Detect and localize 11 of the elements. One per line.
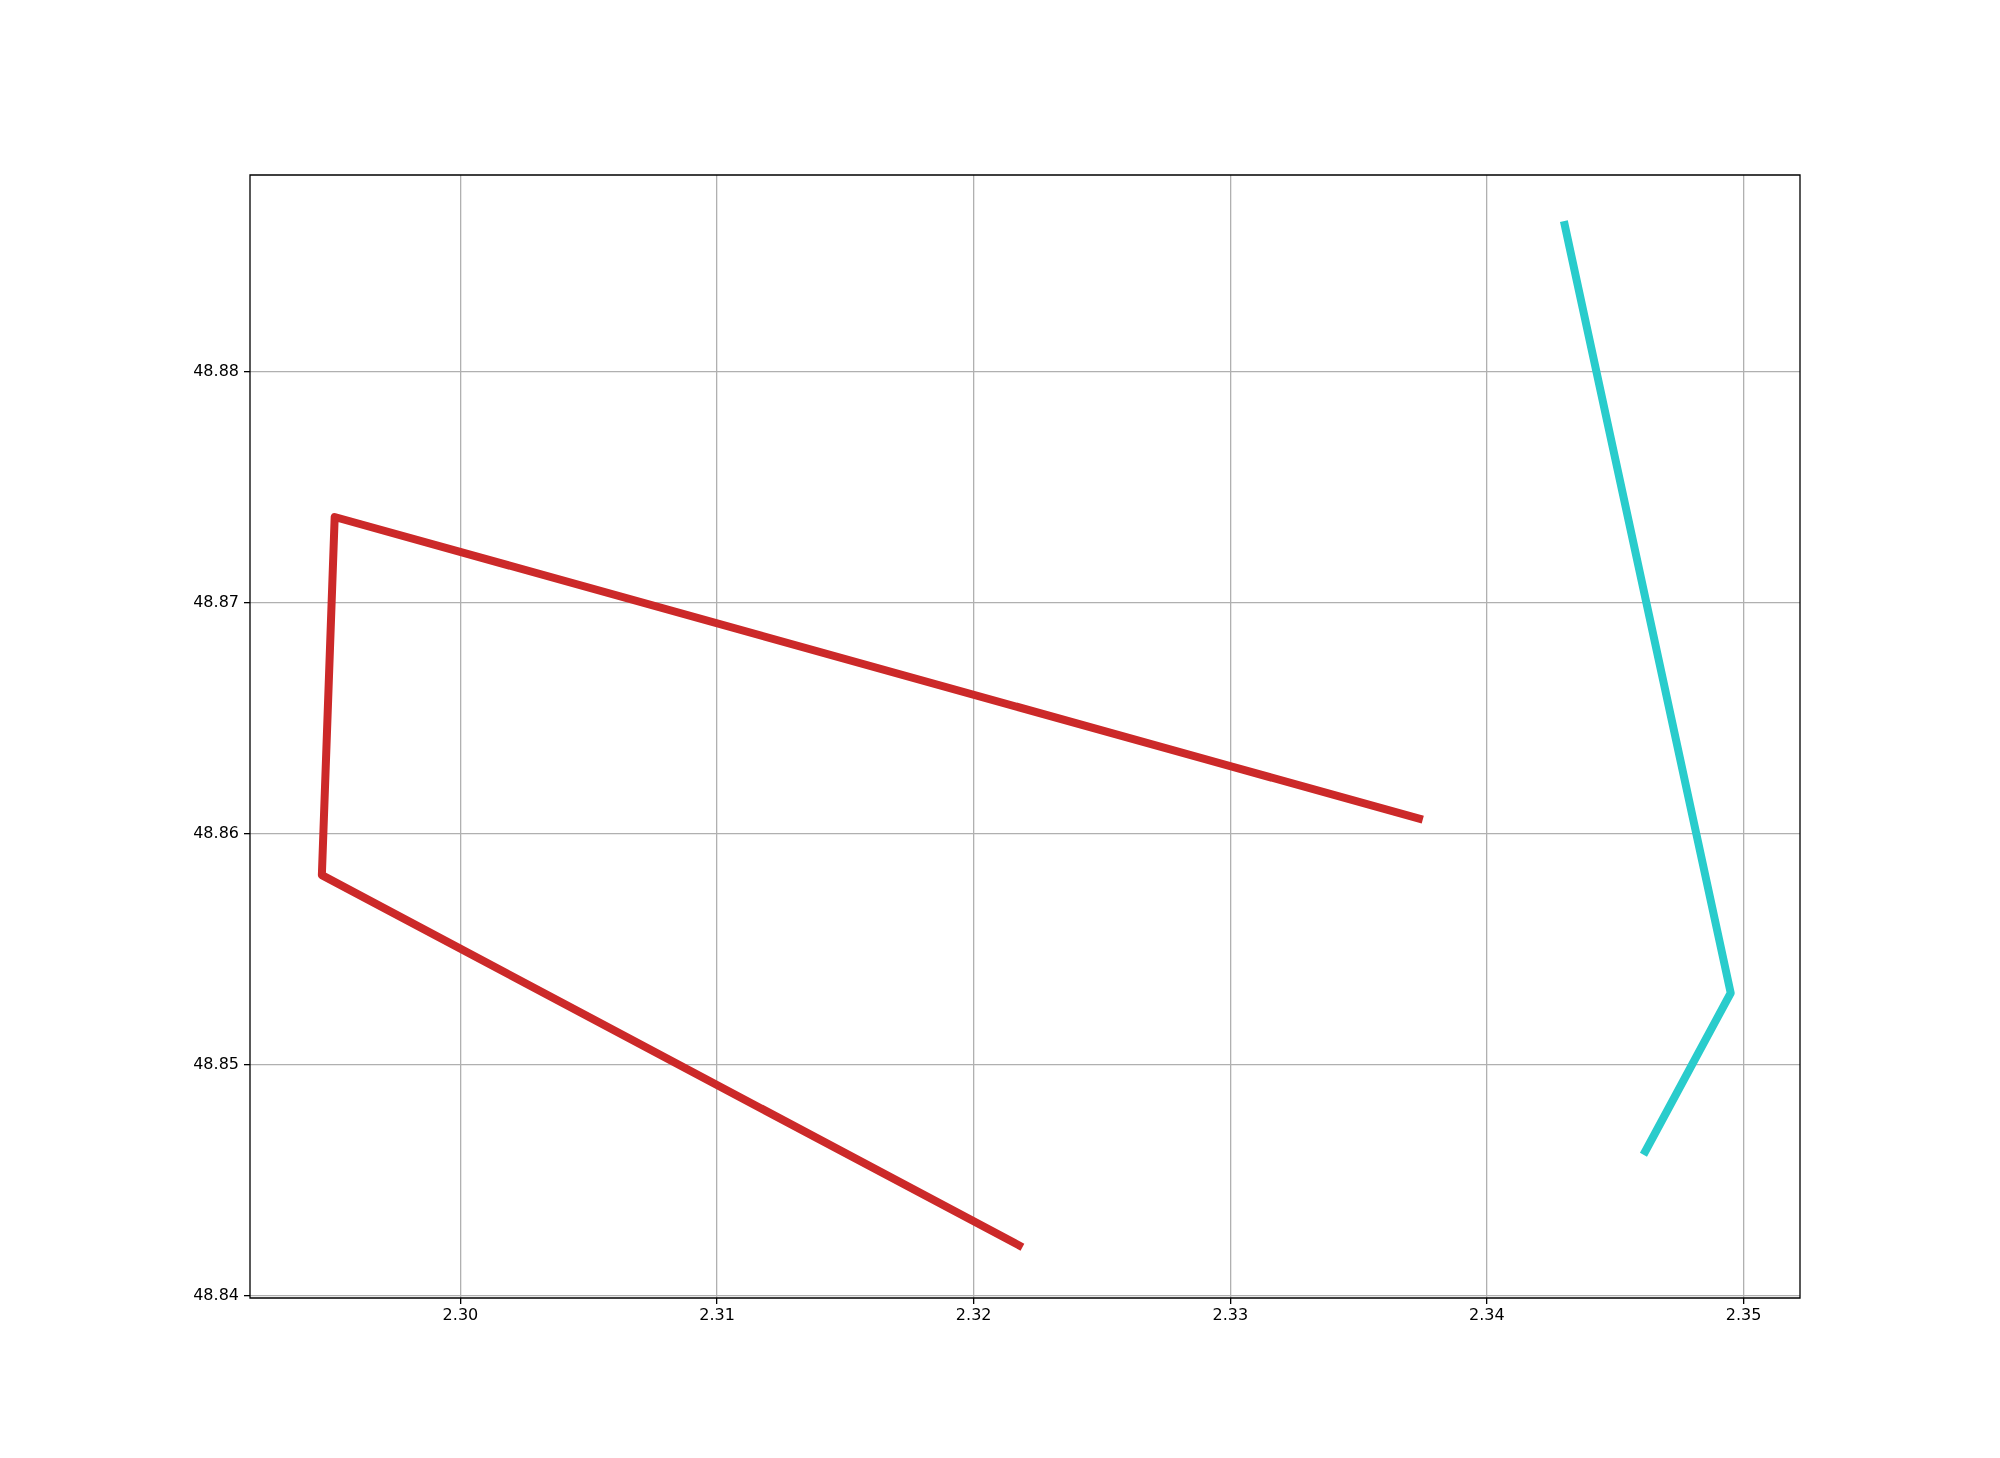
y-tick-label: 48.84	[193, 1284, 239, 1304]
y-tick-label: 48.87	[193, 591, 239, 611]
x-tick-label: 2.33	[1212, 1304, 1249, 1324]
y-tick-label: 48.86	[193, 822, 239, 842]
y-tick-label: 48.88	[193, 360, 239, 380]
x-tick-label: 2.34	[1469, 1304, 1505, 1324]
x-tick-label: 2.31	[699, 1304, 735, 1324]
y-tick-label: 48.85	[193, 1053, 239, 1073]
x-tick-label: 2.30	[442, 1304, 479, 1324]
x-tick-label: 2.32	[955, 1304, 992, 1324]
x-tick-label: 2.35	[1725, 1304, 1762, 1324]
